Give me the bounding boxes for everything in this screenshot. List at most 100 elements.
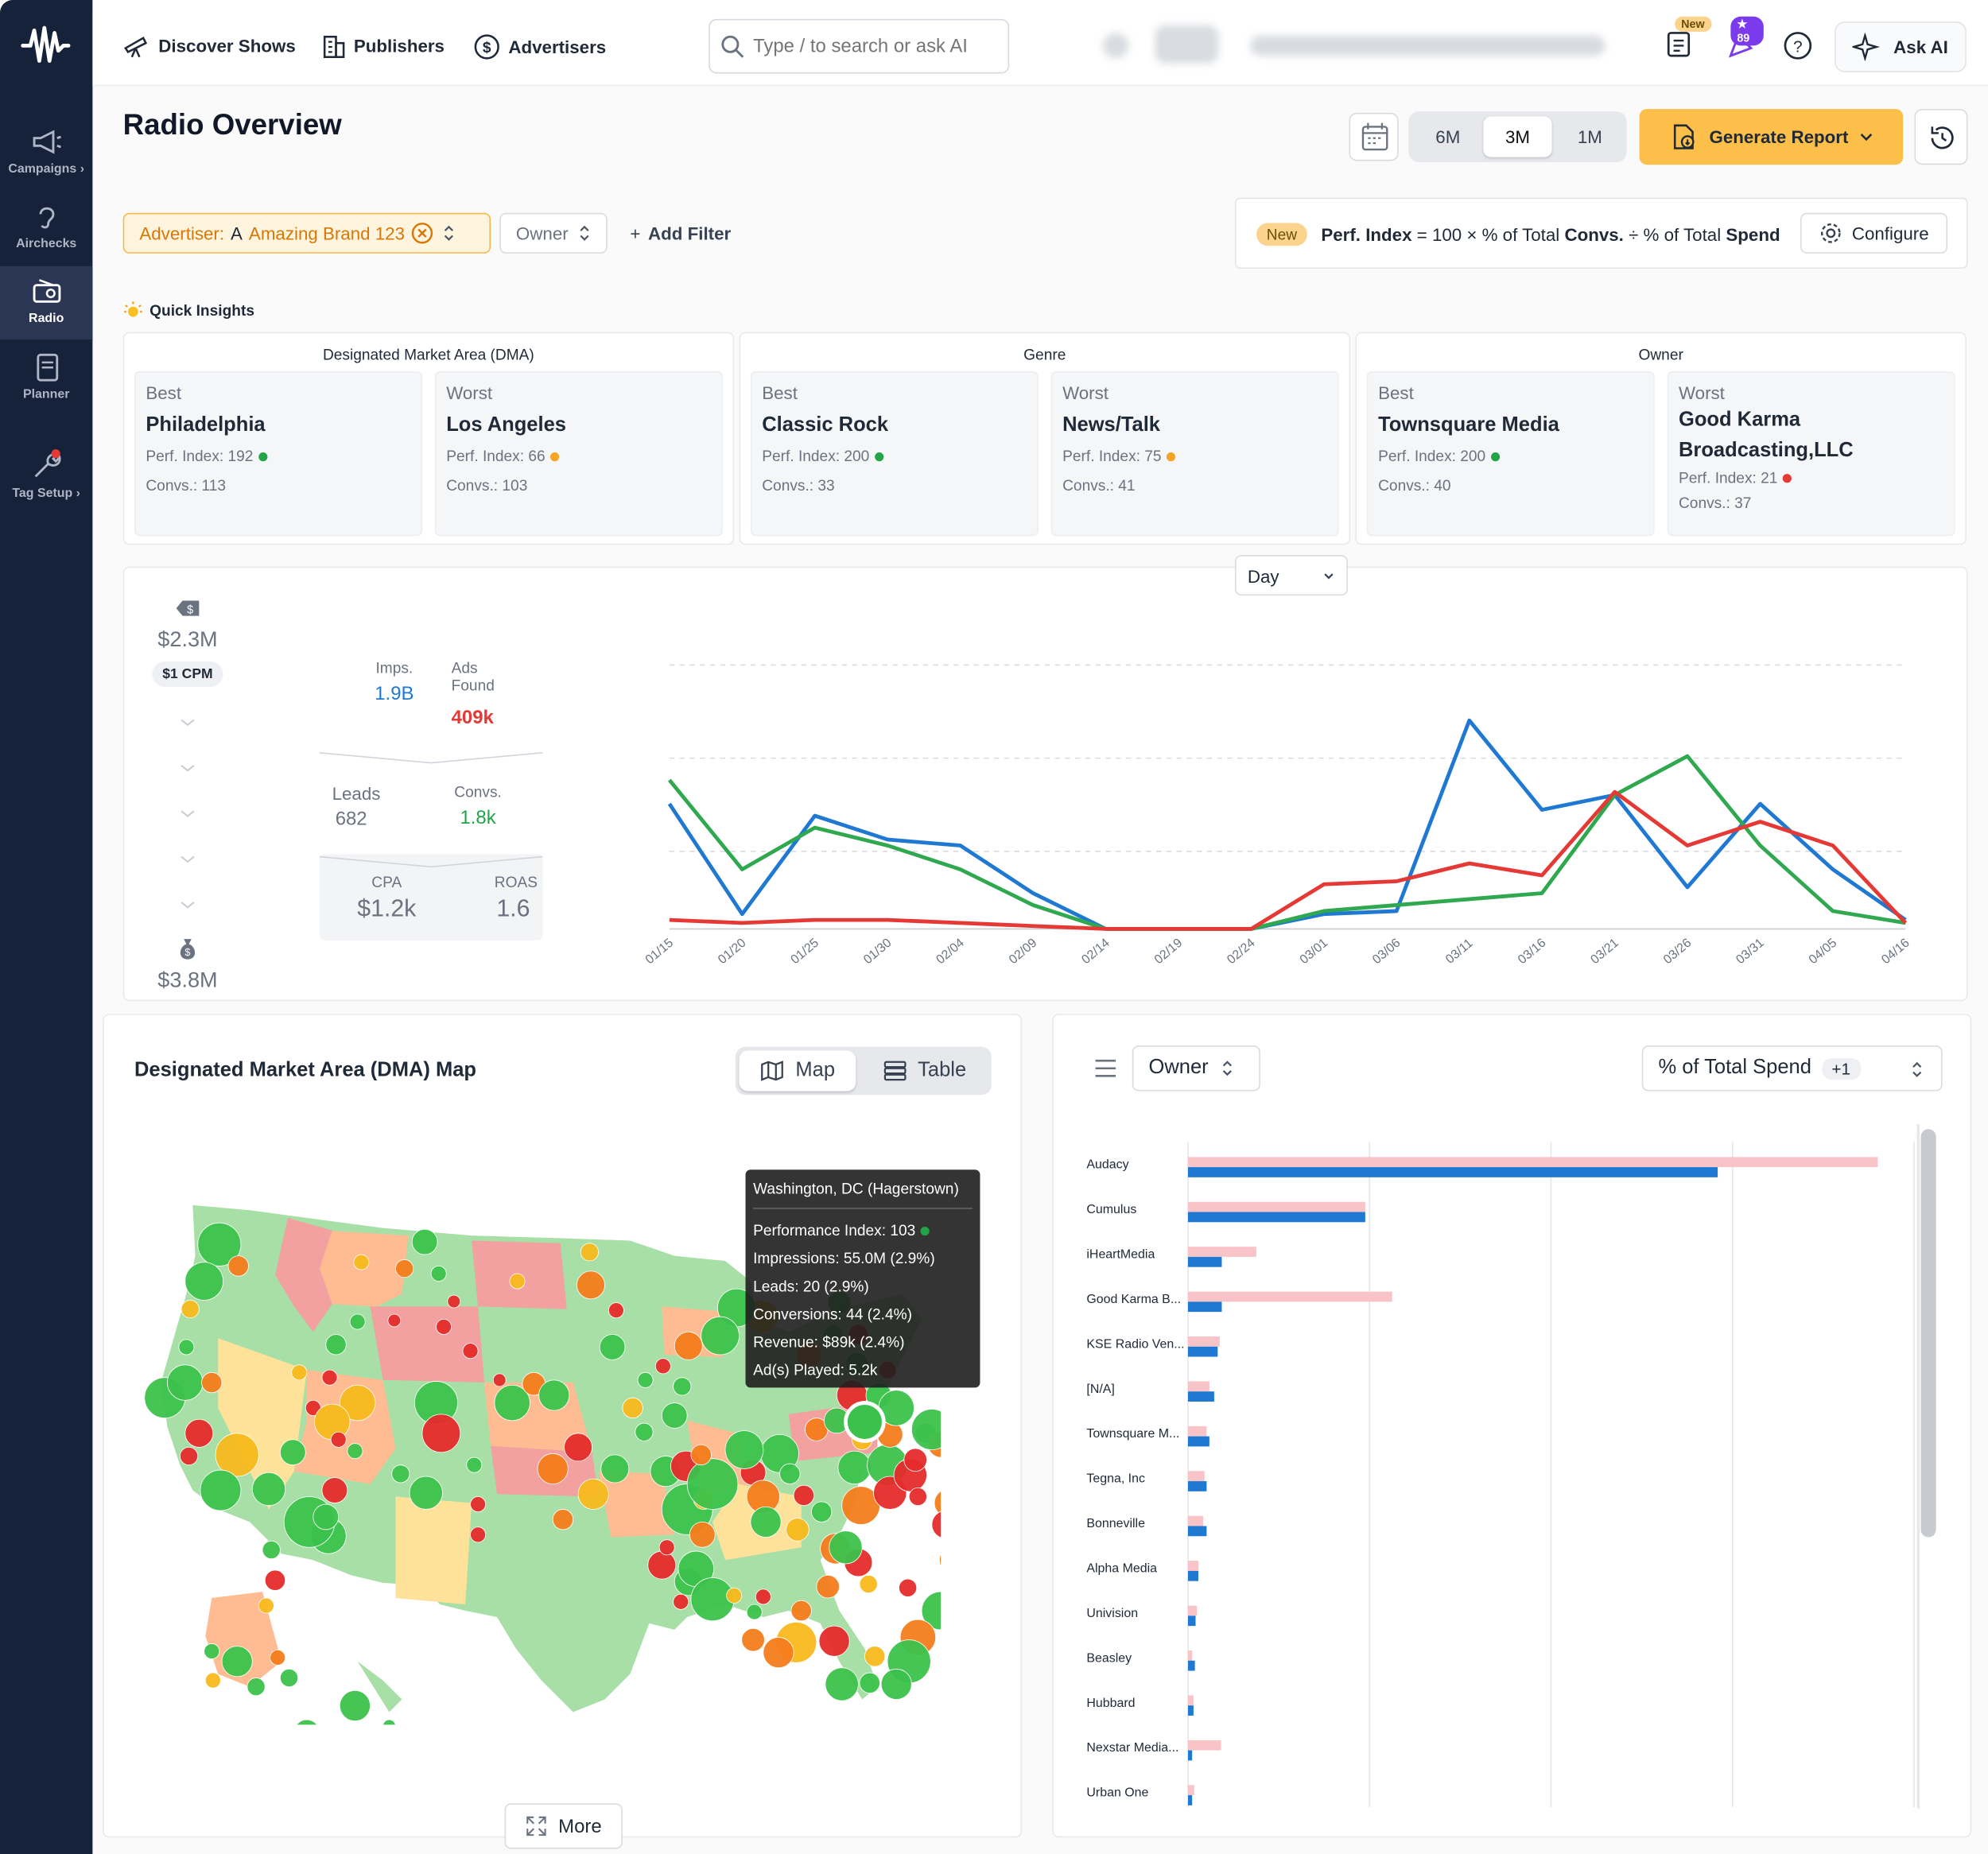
dma-bubble[interactable] (181, 1300, 200, 1319)
range-1m[interactable]: 1M (1577, 126, 1602, 147)
dma-bubble[interactable] (763, 1637, 794, 1669)
nav-advertisers[interactable]: $ Advertisers (473, 33, 606, 60)
dma-bubble[interactable] (201, 1371, 223, 1394)
dma-bubble[interactable] (167, 1364, 204, 1401)
sidebar-item-radio[interactable]: Radio (0, 266, 93, 340)
dma-bubble[interactable] (347, 1443, 363, 1460)
dma-bubble[interactable] (750, 1506, 782, 1538)
dma-bubble[interactable] (658, 1539, 675, 1556)
dma-bubble[interactable] (395, 1259, 414, 1278)
dma-bubble[interactable] (330, 1431, 347, 1448)
dma-bubble[interactable] (552, 1509, 574, 1530)
range-3m[interactable]: 3M (1483, 116, 1552, 157)
dma-bubble[interactable] (701, 1316, 740, 1356)
bar-spend[interactable] (1187, 1157, 1878, 1168)
search-input[interactable] (753, 35, 995, 57)
dma-bubble[interactable] (221, 1646, 253, 1678)
dma-bubble[interactable] (436, 1318, 452, 1335)
range-6m[interactable]: 6M (1435, 126, 1461, 147)
dma-bubble[interactable] (686, 1458, 739, 1510)
search-box[interactable] (709, 18, 1010, 74)
dma-bubble[interactable] (264, 1569, 286, 1591)
bar-spend[interactable] (1187, 1291, 1392, 1302)
group-by-select[interactable]: Owner (1132, 1045, 1260, 1092)
dma-bubble[interactable] (382, 1719, 396, 1725)
app-logo-icon[interactable] (17, 23, 73, 68)
dma-bubble[interactable] (921, 1591, 942, 1631)
dma-bubble[interactable] (837, 1450, 872, 1484)
dma-bubble[interactable] (654, 1358, 671, 1375)
dma-bubble[interactable] (599, 1334, 626, 1360)
dma-bubble[interactable] (673, 1377, 692, 1396)
announcements-button[interactable]: ★ 89 (1726, 16, 1764, 64)
dma-bubble[interactable] (608, 1302, 624, 1319)
dma-bubble[interactable] (470, 1496, 487, 1513)
bar-spend[interactable] (1187, 1650, 1193, 1661)
advertiser-filter[interactable]: Advertiser: A Amazing Brand 123 (122, 212, 491, 254)
dma-bubble[interactable] (258, 1597, 274, 1614)
dma-bubble[interactable] (197, 1222, 242, 1266)
bar-spend[interactable] (1187, 1515, 1204, 1526)
dma-bubble[interactable] (509, 1273, 526, 1290)
insight-card-worst[interactable]: Worst News/Talk Perf. Index: 75 Convs.: … (1050, 371, 1339, 537)
dma-bubble[interactable] (726, 1587, 743, 1604)
dma-bubble[interactable] (409, 1476, 443, 1510)
dma-bubble[interactable] (673, 1593, 689, 1610)
table-view-button[interactable]: Table (862, 1050, 986, 1091)
dma-bubble[interactable] (411, 1228, 438, 1255)
insight-card-worst[interactable]: Worst Los Angeles Perf. Index: 66 Convs.… (434, 371, 723, 537)
dma-bubble[interactable] (829, 1530, 863, 1565)
dma-bubble[interactable] (811, 1501, 833, 1522)
insight-card-worst[interactable]: Worst Good Karma Broadcasting,LLC Perf. … (1667, 371, 1955, 537)
dma-bubble[interactable] (790, 1600, 812, 1622)
dma-bubble[interactable] (880, 1668, 912, 1700)
dma-bubble[interactable] (180, 1446, 199, 1466)
menu-icon[interactable] (1094, 1058, 1117, 1079)
dma-bubble[interactable] (911, 1409, 942, 1450)
bar-convs[interactable] (1187, 1481, 1207, 1491)
dma-bubble[interactable] (816, 1574, 840, 1599)
whats-new-button[interactable]: New (1664, 16, 1711, 64)
dma-bubble[interactable] (864, 1646, 886, 1667)
bar-spend[interactable] (1187, 1605, 1198, 1616)
insight-card-best[interactable]: Best Townsquare Media Perf. Index: 200 C… (1366, 371, 1655, 537)
bar-spend[interactable] (1187, 1695, 1194, 1706)
insight-card-best[interactable]: Best Philadelphia Perf. Index: 192 Convs… (134, 371, 422, 537)
dma-bubble[interactable] (321, 1477, 348, 1503)
bar-convs[interactable] (1187, 1346, 1218, 1357)
sidebar-item-airchecks[interactable]: Airchecks (0, 201, 92, 274)
dma-bubble[interactable] (325, 1334, 347, 1356)
dma-bubble[interactable] (755, 1588, 771, 1605)
dma-bubble[interactable] (466, 1456, 483, 1473)
dma-bubble[interactable] (494, 1384, 530, 1422)
dma-bubble[interactable] (818, 1625, 850, 1657)
sidebar-item-tag-setup[interactable]: Tag Setup › (0, 448, 92, 522)
granularity-select[interactable]: Day (1234, 555, 1348, 596)
bar-spend[interactable] (1187, 1471, 1205, 1482)
dma-bubble[interactable] (793, 1484, 815, 1507)
dma-bubble[interactable] (724, 1430, 764, 1469)
bar-spend[interactable] (1187, 1336, 1220, 1347)
vertical-scrollbar[interactable] (1920, 1129, 1936, 1538)
dma-bubble[interactable] (661, 1402, 688, 1429)
bar-convs[interactable] (1187, 1391, 1214, 1402)
bar-convs[interactable] (1187, 1256, 1222, 1267)
dma-bubble[interactable] (577, 1478, 609, 1510)
bar-spend[interactable] (1187, 1381, 1209, 1392)
nav-publishers[interactable]: Publishers (320, 33, 445, 59)
clear-filter-icon[interactable] (411, 222, 434, 245)
dma-bubble[interactable] (786, 1518, 810, 1542)
history-button[interactable] (1914, 109, 1968, 165)
dma-bubble[interactable] (447, 1294, 461, 1309)
add-filter-button[interactable]: + Add Filter (630, 223, 731, 244)
bar-convs[interactable] (1187, 1750, 1193, 1761)
dma-bubble[interactable] (387, 1313, 402, 1328)
dma-bubble[interactable] (470, 1526, 487, 1543)
bar-convs[interactable] (1187, 1526, 1207, 1537)
owner-filter[interactable]: Owner (499, 212, 608, 254)
dma-bubble[interactable] (279, 1439, 306, 1466)
dma-bubble[interactable] (227, 1255, 249, 1277)
bar-convs[interactable] (1187, 1705, 1194, 1716)
dma-bubble[interactable] (462, 1343, 479, 1359)
bar-convs[interactable] (1187, 1167, 1718, 1177)
